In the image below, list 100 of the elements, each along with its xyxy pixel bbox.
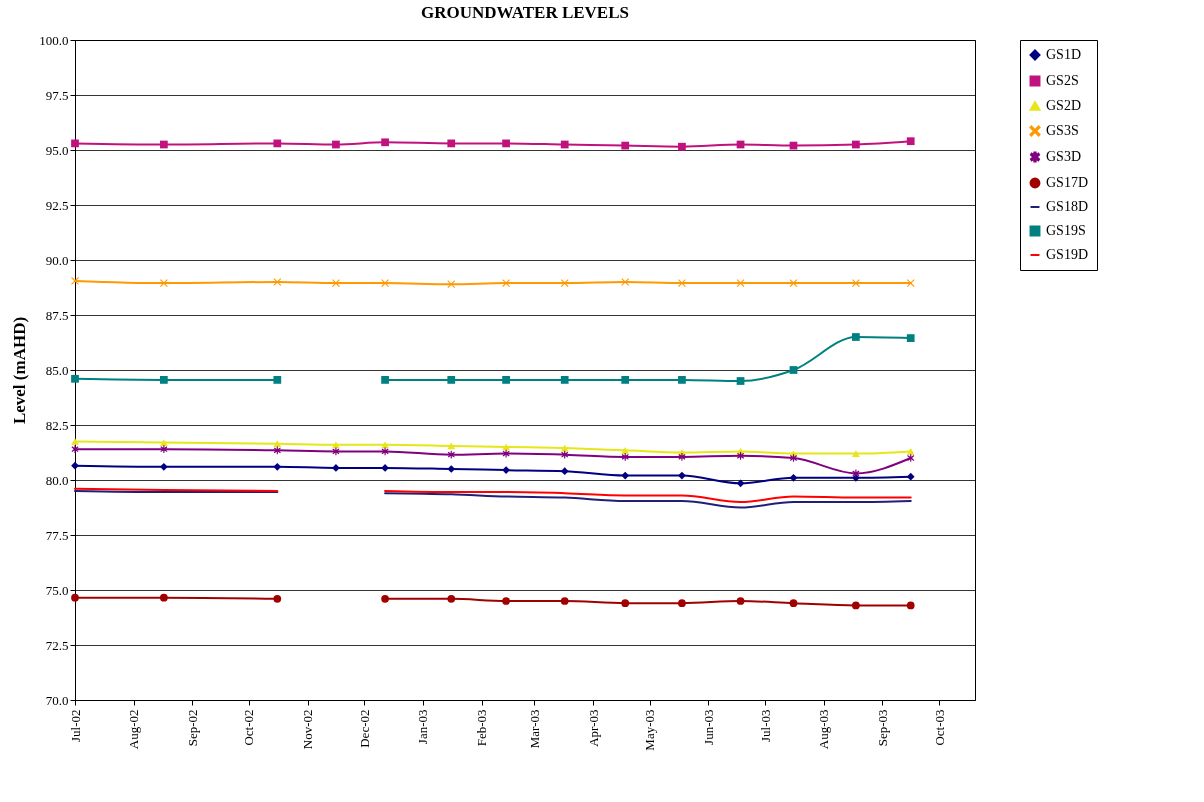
point bbox=[273, 440, 282, 448]
point bbox=[447, 442, 456, 450]
point bbox=[273, 139, 282, 148]
point bbox=[381, 594, 389, 603]
point bbox=[621, 376, 630, 384]
y-axis-title: Level (mAHD) bbox=[10, 316, 30, 425]
legend-label: GS2D bbox=[1046, 98, 1082, 113]
point bbox=[71, 461, 79, 470]
point bbox=[678, 599, 686, 608]
point bbox=[736, 377, 745, 385]
x-tick-label: Aug-02 bbox=[126, 709, 142, 750]
legend-label: GS3S bbox=[1046, 123, 1079, 138]
y-tick-label: 85.0 bbox=[45, 362, 69, 378]
point bbox=[447, 280, 456, 289]
x-tick-label: Jul-03 bbox=[757, 709, 773, 742]
chart-title: GROUNDWATER LEVELS bbox=[421, 3, 629, 22]
point bbox=[447, 465, 456, 473]
point bbox=[273, 376, 282, 384]
x-tick-label: Jan-03 bbox=[415, 709, 431, 745]
y-tick-label: 92.5 bbox=[45, 197, 69, 213]
x-tick-label: Sep-02 bbox=[184, 709, 200, 747]
point bbox=[906, 448, 915, 455]
point bbox=[906, 472, 915, 481]
x-tick-label: Sep-03 bbox=[874, 709, 890, 747]
point bbox=[159, 593, 168, 602]
point bbox=[907, 454, 915, 462]
y-tick-label: 75.0 bbox=[45, 582, 69, 598]
point bbox=[678, 471, 686, 480]
legend-label: GS2S bbox=[1046, 73, 1079, 88]
y-tick-label: 82.5 bbox=[45, 417, 69, 433]
point bbox=[736, 597, 745, 605]
x-tick-label: Aug-03 bbox=[816, 709, 832, 750]
point bbox=[852, 601, 860, 610]
point bbox=[560, 279, 569, 287]
point bbox=[71, 445, 79, 454]
y-tick-label: 97.5 bbox=[45, 87, 69, 103]
point bbox=[71, 438, 79, 445]
x-tick-label: Apr-03 bbox=[585, 709, 601, 747]
point bbox=[381, 464, 389, 472]
point bbox=[447, 376, 456, 384]
point bbox=[906, 137, 915, 146]
point bbox=[906, 334, 915, 342]
point bbox=[852, 140, 860, 149]
point bbox=[332, 447, 340, 456]
y-tick-label: 80.0 bbox=[45, 472, 69, 488]
point bbox=[332, 464, 340, 472]
legend-label: GS19S bbox=[1046, 223, 1086, 238]
point bbox=[906, 601, 915, 610]
y-tick-label: 72.5 bbox=[45, 637, 69, 653]
point bbox=[159, 279, 168, 287]
point bbox=[852, 333, 860, 341]
point bbox=[381, 376, 389, 384]
point bbox=[561, 450, 569, 459]
point bbox=[560, 376, 569, 384]
point bbox=[789, 366, 798, 374]
point bbox=[502, 139, 510, 148]
point bbox=[560, 597, 569, 605]
point bbox=[678, 453, 686, 461]
point bbox=[381, 447, 389, 456]
y-tick-label: 90.0 bbox=[45, 252, 69, 268]
x-tick-label: Oct-03 bbox=[931, 709, 947, 746]
point bbox=[502, 597, 510, 605]
point bbox=[273, 462, 282, 471]
point bbox=[678, 142, 686, 151]
point bbox=[273, 594, 282, 603]
point bbox=[71, 374, 79, 383]
point bbox=[621, 471, 630, 480]
point bbox=[621, 599, 630, 608]
x-tick-label: Nov-02 bbox=[300, 709, 316, 750]
y-tick-label: 95.0 bbox=[45, 142, 69, 158]
point bbox=[273, 278, 282, 286]
y-tick-label: 100.0 bbox=[39, 32, 69, 48]
point bbox=[273, 446, 281, 455]
point bbox=[159, 439, 168, 446]
point bbox=[502, 376, 510, 384]
point bbox=[790, 454, 797, 462]
y-tick-label: 77.5 bbox=[45, 527, 69, 543]
point bbox=[560, 140, 569, 149]
legend-label: GS18D bbox=[1046, 199, 1089, 214]
x-tick-label: Jun-03 bbox=[700, 709, 716, 745]
x-tick-label: Dec-02 bbox=[356, 709, 372, 748]
legend-label: GS1D bbox=[1046, 47, 1082, 62]
point bbox=[447, 594, 456, 603]
point bbox=[789, 473, 798, 482]
point bbox=[852, 450, 860, 457]
point bbox=[160, 445, 168, 454]
point bbox=[159, 462, 168, 471]
point bbox=[502, 466, 510, 474]
point bbox=[789, 599, 798, 608]
x-tick-label: Feb-03 bbox=[474, 709, 490, 747]
point bbox=[560, 467, 569, 476]
point bbox=[736, 279, 745, 287]
point bbox=[906, 279, 915, 287]
legend-label: GS19D bbox=[1046, 247, 1089, 262]
x-tick-label: Jul-02 bbox=[67, 709, 83, 742]
y-tick-label: 70.0 bbox=[45, 692, 69, 708]
x-tick-label: Mar-03 bbox=[526, 709, 542, 749]
point bbox=[678, 376, 686, 384]
point bbox=[447, 139, 456, 148]
point bbox=[621, 446, 630, 454]
